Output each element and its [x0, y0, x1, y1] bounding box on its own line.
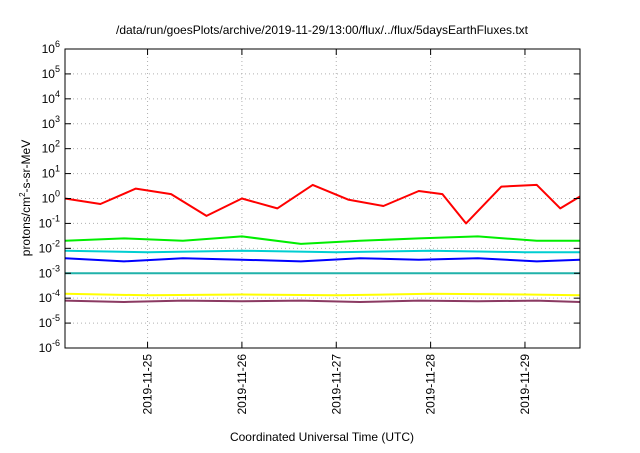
- y-tick-label: 101: [42, 164, 60, 181]
- y-tick-label: 104: [42, 89, 60, 106]
- tick-layer: 10-610-510-410-310-210-11001011021031041…: [39, 39, 580, 415]
- y-tick-base: 10: [39, 241, 53, 255]
- x-tick-label: 2019-11-29: [518, 354, 532, 415]
- chart-title: /data/run/goesPlots/archive/2019-11-29/1…: [116, 23, 529, 37]
- y-axis-label: protons/cm2-s-sr-MeV: [18, 140, 33, 256]
- y-tick-base: 10: [42, 192, 56, 206]
- y-tick-label: 100: [42, 189, 60, 206]
- y-tick-label: 10-4: [39, 288, 60, 305]
- series-line-2: [64, 235, 580, 245]
- x-tick-label: 2019-11-28: [424, 354, 438, 415]
- y-tick-base: 10: [39, 291, 53, 305]
- y-tick-exp: 0: [55, 189, 60, 199]
- y-tick-base: 10: [42, 167, 56, 181]
- y-axis-label-sup: 2: [18, 192, 27, 197]
- y-tick-label: 102: [42, 139, 60, 156]
- x-tick-label: 2019-11-26: [235, 354, 249, 415]
- y-tick-base: 10: [42, 142, 56, 156]
- y-axis-label-base: protons/cm: [19, 197, 33, 256]
- y-tick-label: 10-5: [39, 313, 60, 330]
- y-axis-label-rest: -s-sr-MeV: [19, 140, 33, 193]
- y-tick-base: 10: [39, 266, 53, 280]
- y-tick-exp: -4: [52, 288, 60, 298]
- y-tick-exp: -1: [52, 213, 60, 223]
- y-tick-exp: -3: [52, 263, 60, 273]
- y-tick-exp: -6: [52, 338, 60, 348]
- y-tick-label: 105: [42, 64, 60, 81]
- y-tick-label: 10-6: [39, 338, 60, 355]
- series-line-3: [64, 249, 580, 254]
- y-tick-exp: 5: [55, 64, 60, 74]
- series-line-4: [64, 257, 581, 263]
- y-tick-label: 106: [42, 39, 60, 56]
- y-tick-label: 10-3: [39, 263, 60, 280]
- y-tick-label: 10-2: [39, 238, 60, 255]
- y-tick-base: 10: [39, 216, 53, 230]
- y-tick-exp: 6: [55, 39, 60, 49]
- y-tick-base: 10: [42, 117, 56, 131]
- plot-frame: [64, 48, 581, 349]
- y-tick-exp: 1: [55, 164, 60, 174]
- x-tick-label: 2019-11-25: [141, 354, 155, 415]
- series-line-7: [64, 299, 581, 303]
- y-tick-exp: 2: [55, 139, 60, 149]
- y-tick-label: 10-1: [39, 213, 60, 230]
- y-tick-exp: -2: [52, 238, 60, 248]
- y-tick-base: 10: [42, 42, 56, 56]
- y-tick-exp: -5: [52, 313, 60, 323]
- grid-layer: [65, 49, 580, 348]
- series-layer: [64, 183, 581, 303]
- x-axis-label: Coordinated Universal Time (UTC): [230, 430, 414, 444]
- x-tick-label: 2019-11-27: [329, 354, 343, 415]
- y-tick-base: 10: [42, 92, 56, 106]
- y-tick-label: 103: [42, 114, 60, 131]
- y-tick-exp: 3: [55, 114, 60, 124]
- y-tick-exp: 4: [55, 89, 60, 99]
- y-tick-base: 10: [42, 67, 56, 81]
- series-line-6: [64, 292, 581, 297]
- series-line-1: [64, 183, 581, 225]
- y-tick-base: 10: [39, 316, 53, 330]
- y-tick-base: 10: [39, 341, 53, 355]
